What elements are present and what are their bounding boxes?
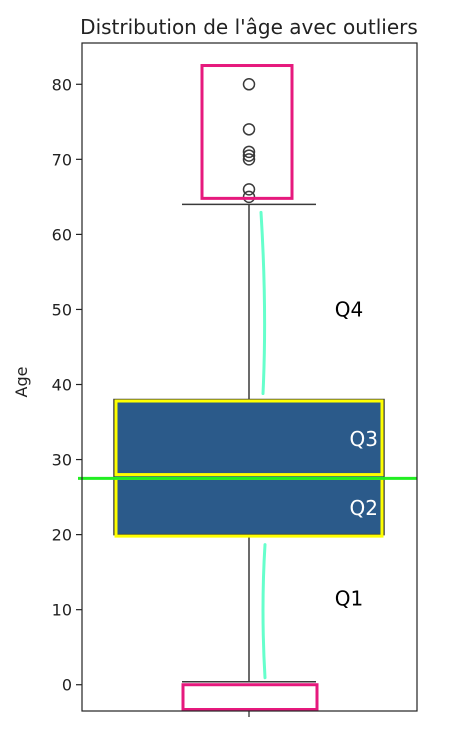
chart-title: Distribution de l'âge avec outliers xyxy=(80,15,418,39)
quartile-box-q3 xyxy=(114,399,384,477)
quartile-label-q2: Q2 xyxy=(350,496,378,520)
box-body xyxy=(113,398,385,536)
plot-area: Q2 Q3 Q4 Q1 0 10 20 30 40 50 60 70 80 xyxy=(52,42,418,717)
outlier-point-7 xyxy=(242,78,256,91)
outlier-point-1 xyxy=(242,190,256,204)
y-tick-label-70: 70 xyxy=(52,150,72,169)
outlier-point-4 xyxy=(242,149,256,162)
y-tick-label-80: 80 xyxy=(52,75,72,94)
outlier-point-3 xyxy=(242,153,256,166)
y-tick-label-0: 0 xyxy=(62,676,72,695)
outlier-point-5 xyxy=(242,145,256,159)
y-tick-label-60: 60 xyxy=(52,225,72,244)
y-tick-label-20: 20 xyxy=(52,526,72,545)
y-tick-label-40: 40 xyxy=(52,376,72,395)
outlier-highlight-box xyxy=(200,64,294,200)
quartile-label-q1: Q1 xyxy=(335,586,363,610)
outlier-point-6 xyxy=(242,123,256,136)
minimum-highlight-box xyxy=(181,683,319,711)
upper-whisker-highlight xyxy=(259,210,267,396)
quartile-label-q4: Q4 xyxy=(335,297,363,321)
lower-whisker-highlight xyxy=(261,543,267,680)
y-tick-label-30: 30 xyxy=(52,451,72,470)
quartile-label-q3: Q3 xyxy=(350,427,378,451)
y-axis-label: Age xyxy=(12,367,31,398)
y-tick-label-10: 10 xyxy=(52,601,72,620)
outlier-point-2 xyxy=(242,183,256,196)
y-tick-label-50: 50 xyxy=(52,300,72,319)
